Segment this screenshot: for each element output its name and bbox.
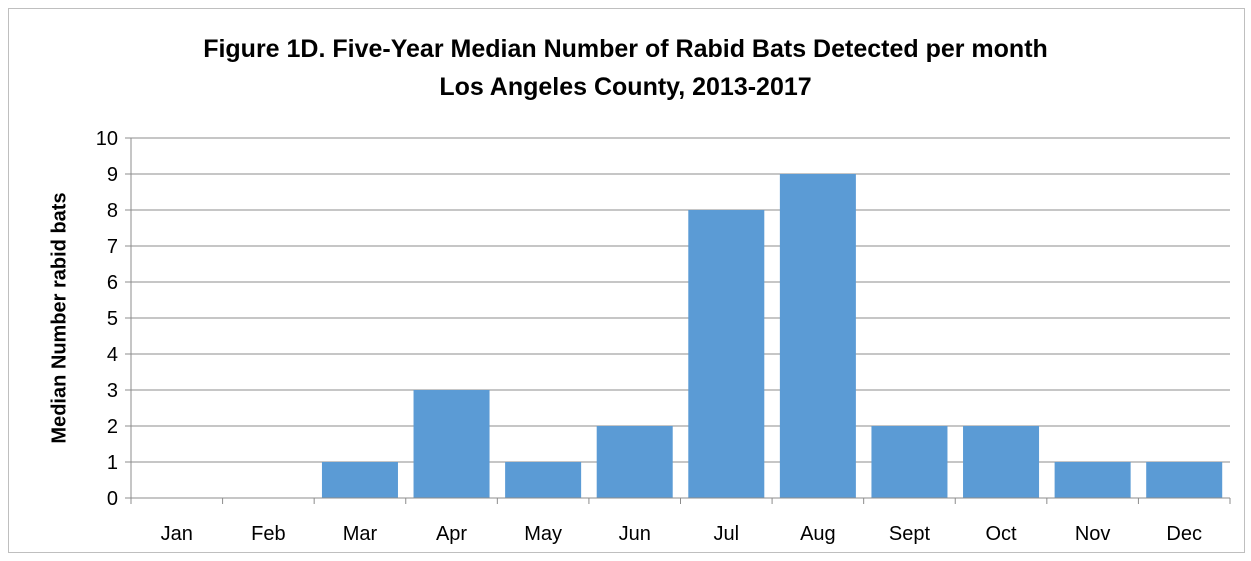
bars	[321, 174, 1223, 498]
y-tick-label: 9	[107, 164, 118, 186]
x-tick-label-jun: Jun	[619, 523, 651, 545]
bar-jun	[596, 426, 673, 498]
x-tick-label-nov: Nov	[1075, 523, 1111, 545]
x-tick-label-mar: Mar	[343, 523, 378, 545]
x-tick-label-apr: Apr	[436, 523, 467, 545]
bar-aug	[779, 174, 856, 498]
bar-jul	[688, 210, 765, 498]
y-tick-label: 0	[107, 488, 118, 510]
y-tick-label: 6	[107, 272, 118, 294]
bar-mar	[321, 462, 398, 498]
y-tick-label: 3	[107, 380, 118, 402]
x-tick-labels: Jan Feb Mar Apr May Jun Jul Aug Sept Oct Nov Dec	[161, 523, 1202, 545]
x-tick-label-may: May	[524, 523, 562, 545]
chart-title: Figure 1D. Five-Year Median Number of Ra…	[203, 35, 1048, 63]
bar-sept	[871, 426, 948, 498]
y-tick-label: 8	[107, 200, 118, 222]
bar-dec	[1146, 462, 1223, 498]
x-tick-label-jul: Jul	[714, 523, 740, 545]
x-tick-label-sept: Sept	[889, 523, 931, 545]
y-tick-labels: 0 1 2 3 4 5 6 7 8 9 10	[96, 128, 118, 510]
x-tick-label-oct: Oct	[985, 523, 1017, 545]
gridlines	[131, 137, 1230, 463]
y-tick-label: 2	[107, 416, 118, 438]
x-tick-label-dec: Dec	[1166, 523, 1202, 545]
y-tick-label: 5	[107, 308, 118, 330]
axes	[125, 137, 1231, 504]
bar-oct	[963, 426, 1040, 498]
y-tick-label: 7	[107, 236, 118, 258]
x-tick-label-jan: Jan	[161, 523, 193, 545]
bar-nov	[1054, 462, 1131, 498]
bar-may	[505, 462, 582, 498]
y-tick-label: 1	[107, 452, 118, 474]
chart-subtitle: Los Angeles County, 2013-2017	[439, 73, 812, 101]
x-tick-label-aug: Aug	[800, 523, 836, 545]
bar-apr	[413, 390, 490, 498]
x-tick-label-feb: Feb	[251, 523, 285, 545]
y-tick-label: 4	[107, 344, 118, 366]
y-tick-label: 10	[96, 128, 118, 150]
